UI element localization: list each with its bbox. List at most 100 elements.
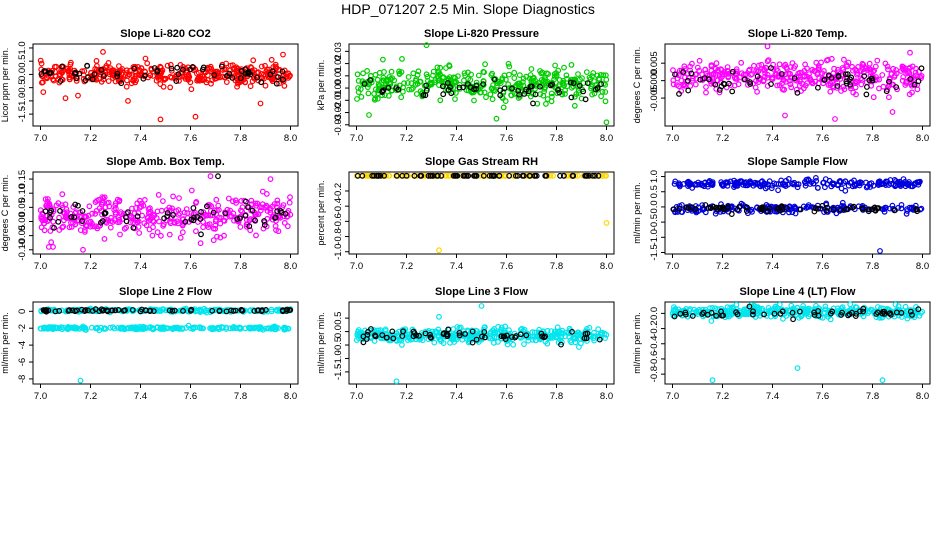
y-axis-label: percent per min. (316, 180, 326, 245)
data-point (249, 207, 256, 214)
data-point (676, 205, 683, 212)
data-point (814, 184, 821, 191)
data-point (569, 328, 575, 335)
data-point (287, 307, 294, 313)
data-point (502, 323, 509, 330)
data-point (677, 310, 684, 317)
x-tick-label: 8.0 (600, 133, 613, 144)
data-point (117, 67, 124, 74)
data-point (210, 209, 217, 216)
x-tick-label: 7.2 (716, 391, 729, 402)
data-point (488, 72, 495, 78)
data-point (413, 91, 420, 97)
data-point (907, 64, 913, 71)
data-point (354, 71, 361, 78)
data-point (217, 220, 224, 227)
data-point (73, 77, 80, 84)
x-tick-label: 7.2 (84, 133, 97, 144)
data-point (493, 115, 500, 122)
data-point (471, 97, 477, 104)
data-point (117, 209, 124, 216)
data-point (514, 172, 521, 179)
data-point (48, 69, 54, 76)
data-point (177, 234, 184, 241)
series-selected-line (42, 173, 289, 238)
data-point (68, 213, 75, 220)
data-point (815, 84, 821, 91)
y-axis-label: ml/min per min. (632, 312, 642, 374)
data-point (713, 204, 720, 211)
data-point (506, 327, 512, 334)
data-point (563, 72, 570, 79)
data-point (813, 59, 820, 66)
data-point (724, 64, 731, 70)
data-point (118, 80, 125, 87)
data-point (549, 81, 555, 88)
data-point (103, 307, 110, 314)
data-point (845, 312, 851, 319)
data-point (452, 335, 459, 341)
data-point (916, 313, 923, 319)
data-point (256, 324, 263, 330)
data-point (742, 182, 749, 189)
figure-title: HDP_071207 2.5 Min. Slope Diagnostics (341, 1, 595, 17)
data-point (694, 64, 701, 71)
data-point (245, 324, 252, 331)
data-point (595, 326, 602, 333)
data-point (561, 172, 567, 179)
data-point (760, 77, 767, 84)
data-point (125, 325, 132, 332)
data-point (100, 73, 107, 79)
panel-line4: Slope Line 4 (LT) Flow ml/min per min. 7.0… (632, 286, 931, 402)
data-point (724, 304, 731, 311)
data-point (220, 217, 227, 224)
data-point (103, 216, 109, 223)
data-point (38, 71, 45, 77)
data-point (819, 202, 826, 209)
data-point (97, 219, 104, 226)
data-point (78, 220, 85, 227)
data-point (685, 87, 692, 94)
data-point (915, 78, 922, 85)
data-point (150, 72, 157, 79)
data-point (287, 194, 293, 201)
data-point (269, 68, 276, 75)
series-upper-band (671, 174, 923, 194)
data-point (78, 306, 85, 313)
data-point (212, 225, 219, 232)
data-point (160, 83, 167, 90)
data-point (117, 231, 123, 238)
data-point (64, 325, 71, 332)
data-point (408, 86, 415, 93)
data-point (712, 66, 719, 72)
data-point (589, 91, 595, 98)
data-point (835, 182, 841, 189)
data-point (381, 172, 388, 179)
data-point (144, 214, 151, 221)
data-point (460, 84, 467, 91)
data-point (213, 196, 220, 203)
data-point (218, 63, 225, 70)
data-point (750, 80, 756, 87)
data-point (575, 71, 581, 77)
data-point (791, 205, 798, 212)
data-point (806, 74, 813, 81)
data-point (861, 73, 868, 79)
data-point (93, 76, 100, 83)
data-point (171, 324, 178, 331)
data-point (164, 325, 171, 332)
data-point (543, 100, 549, 107)
data-point (518, 334, 525, 341)
y-tick-label: -1.5 (333, 364, 344, 380)
data-point (51, 224, 57, 231)
data-point (680, 81, 687, 88)
data-point (469, 339, 476, 346)
data-point (823, 207, 830, 214)
data-point (506, 63, 513, 70)
data-point (423, 42, 430, 49)
y-tick-label: -0.4 (333, 198, 344, 214)
data-point (811, 208, 818, 215)
data-point (233, 68, 240, 74)
data-point (889, 109, 896, 115)
data-point (420, 92, 427, 98)
